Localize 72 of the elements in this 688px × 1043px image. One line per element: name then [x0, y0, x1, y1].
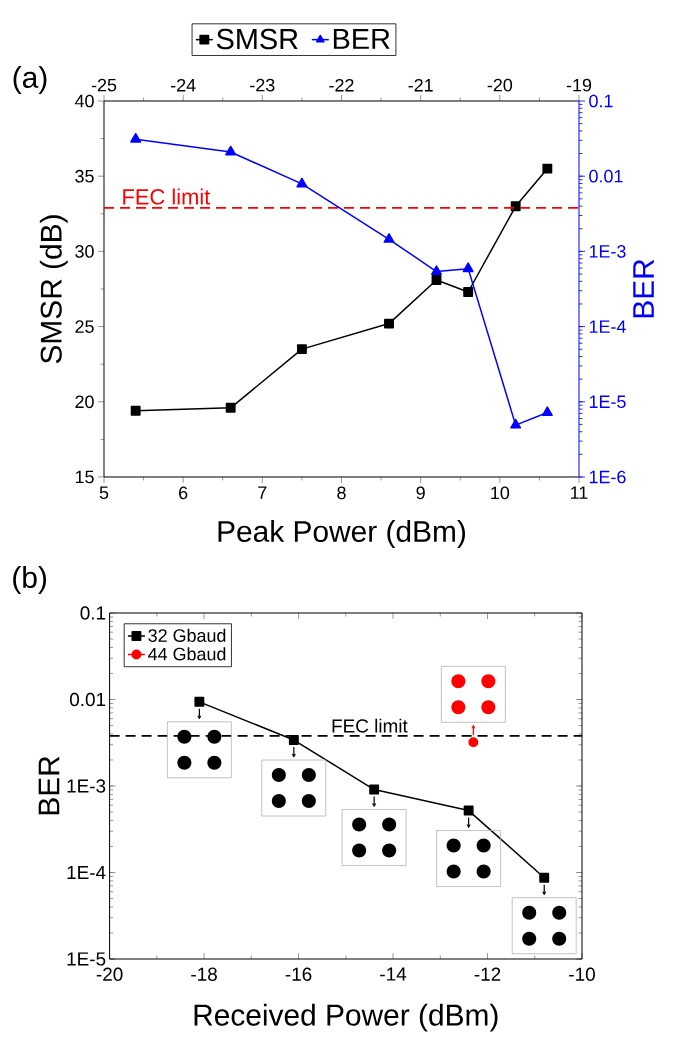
point — [431, 275, 442, 285]
y2-tick-label: 1E-6 — [589, 470, 626, 484]
point — [510, 201, 521, 212]
legend-label: BER — [333, 28, 390, 49]
y2-tick-label: 1E-5 — [589, 395, 626, 409]
y-axis-title: SMSR (dB) — [39, 215, 68, 364]
ref-line-label: FEC limit — [332, 718, 408, 733]
point — [383, 233, 395, 243]
point — [130, 133, 142, 143]
x-tick-label: 9 — [416, 486, 425, 500]
legend-label: 32 Gbaud — [148, 628, 226, 642]
x-tick-label: -16 — [285, 967, 312, 981]
x-tick-label: 11 — [571, 486, 588, 499]
point — [384, 318, 394, 329]
x2-tick-label: -24 — [171, 78, 196, 92]
y-axis-title: BER — [38, 756, 60, 815]
x-tick-label: 6 — [179, 486, 188, 500]
y-tick-label: 35 — [75, 169, 94, 183]
point — [225, 402, 236, 413]
point — [510, 418, 522, 429]
point — [288, 735, 299, 745]
x2-tick-label: -20 — [487, 78, 513, 92]
y-tick-label: 1E-5 — [67, 952, 106, 966]
y2-tick-label: 1E-4 — [589, 320, 626, 333]
x2-tick-label: -23 — [250, 78, 275, 92]
x-axis-title: Received Power (dBm) — [194, 1003, 498, 1032]
point — [542, 163, 553, 174]
y2-axis-title: BER — [633, 259, 654, 318]
legend-label: SMSR — [216, 28, 298, 50]
x-tick-label: 10 — [491, 486, 510, 500]
point — [463, 805, 474, 816]
x-tick-label: -14 — [380, 967, 407, 981]
y2-tick-label: 0.01 — [589, 169, 623, 183]
y-tick-label: 0.1 — [80, 606, 106, 620]
y-tick-label: 1E-4 — [67, 866, 106, 880]
y-tick-label: 25 — [75, 320, 94, 333]
ref-line-label: FEC limit — [123, 188, 211, 205]
y2-tick-label: 1E-3 — [589, 245, 626, 258]
y-tick-label: 15 — [75, 470, 94, 484]
y-tick-label: 20 — [75, 395, 94, 409]
x-tick-label: 8 — [337, 486, 346, 500]
x-axis-title: Peak Power (dBm) — [218, 520, 465, 548]
point — [539, 872, 550, 883]
y-tick-label: 1E-3 — [67, 779, 106, 793]
legend-label: 44 Gbaud — [148, 647, 226, 661]
x-tick-label: -18 — [191, 967, 217, 981]
x2-tick-label: -21 — [408, 78, 433, 92]
x2-tick-label: -19 — [566, 78, 592, 92]
x2-tick-label: -25 — [91, 78, 117, 92]
point — [225, 145, 237, 156]
point — [541, 406, 553, 417]
x-tick-label: 7 — [258, 486, 267, 499]
point — [369, 784, 380, 795]
text: (a) — [13, 66, 47, 94]
y-tick-label: 40 — [74, 94, 94, 108]
point — [463, 287, 474, 297]
y2-tick-label: 0.1 — [589, 94, 613, 108]
x2-tick-label: -22 — [329, 78, 354, 92]
x-tick-label: -10 — [569, 967, 595, 981]
point — [430, 265, 443, 276]
point — [296, 177, 308, 188]
point — [468, 737, 479, 748]
x-tick-label: 5 — [99, 486, 109, 500]
x-tick-label: -12 — [474, 967, 501, 981]
point — [462, 262, 474, 273]
y-tick-label: 30 — [75, 245, 94, 258]
point — [296, 344, 307, 355]
text: (b) — [13, 566, 46, 594]
x-tick-label: -20 — [96, 967, 123, 981]
y-tick-label: 0.01 — [69, 692, 106, 707]
point — [194, 696, 205, 707]
point — [130, 405, 141, 416]
